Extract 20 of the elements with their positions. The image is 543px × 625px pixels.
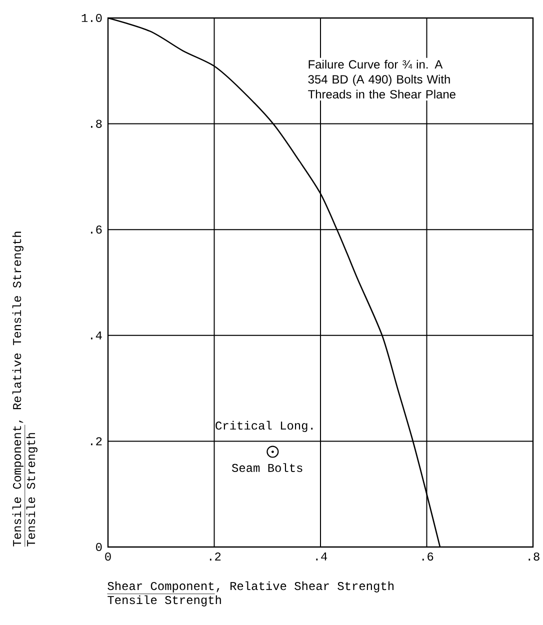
text: Tensile Strength [107, 595, 221, 606]
annotation: Seam Bolts [232, 463, 302, 472]
y-tick-label: .2 [90, 437, 102, 446]
text: Tensile Strength [26, 433, 38, 546]
text: , Relative Shear Strength [216, 581, 394, 592]
y-tick-label: 1.0 [82, 14, 102, 22]
annotation: Failure Curve for ¾ in. A 354 BD (A 490) Bolts With Threads in the Shear Plane [308, 60, 456, 99]
text: , Relative Tensile Strength [12, 232, 24, 423]
y-tick-label: .6 [90, 226, 102, 234]
x-tick-label: .6 [422, 552, 433, 561]
y-tick-label: 0 [96, 542, 102, 552]
y-tick-label: .4 [90, 331, 102, 340]
x-tick-label: .4 [316, 552, 327, 560]
y-tick-label: .8 [90, 120, 102, 128]
y-axis-title: Tensile Component [12, 426, 24, 546]
x-axis-title: Shear Component [107, 581, 214, 592]
annotation: Critical Long. [215, 420, 312, 432]
x-tick-label: .2 [210, 552, 220, 560]
x-tick-label: .8 [528, 552, 540, 561]
x-tick-label: 0 [104, 552, 111, 561]
